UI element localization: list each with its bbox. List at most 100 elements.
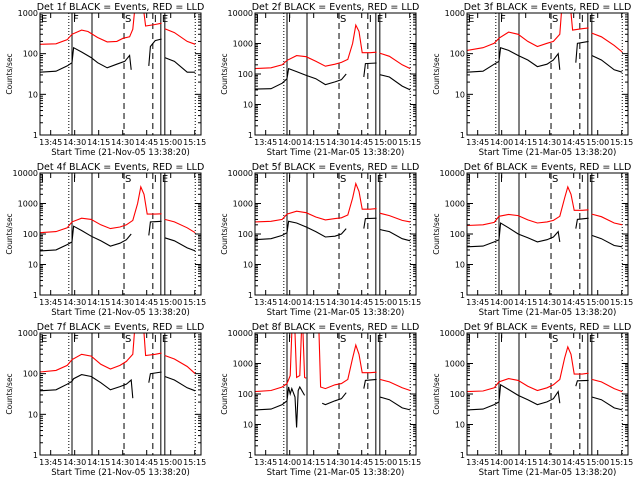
y-tick-label: 1000 xyxy=(445,9,465,18)
phase-marker: E xyxy=(589,174,595,185)
plot-frame xyxy=(39,12,202,136)
x-tick-label: 15:15 xyxy=(610,138,633,147)
series-line-lld xyxy=(467,13,623,53)
x-tick-label: 14:30 xyxy=(111,138,134,147)
x-tick-label: 14:30 xyxy=(326,298,349,307)
x-tick-label: 14:30 xyxy=(538,138,561,147)
x-tick-label: 14:00 xyxy=(278,458,301,467)
x-tick-label: 13:45 xyxy=(254,458,277,467)
x-axis-label: Start Time (21-Mar-05 13:38:20) xyxy=(267,468,405,478)
y-axis-label: Counts/sec xyxy=(5,213,14,254)
phase-marker: S xyxy=(552,174,558,185)
x-tick-label: 13:45 xyxy=(39,298,62,307)
phase-marker: E xyxy=(41,334,47,345)
x-tick-label: 14:30 xyxy=(63,458,86,467)
phase-marker: I xyxy=(73,174,76,185)
plot-frame xyxy=(39,172,202,296)
x-tick-label: 15:00 xyxy=(586,458,609,467)
x-tick-label: 13:45 xyxy=(466,458,489,467)
y-tick-label: 10000 xyxy=(228,169,253,178)
chart-title: Det 3f BLACK = Events, RED = LLD xyxy=(464,2,632,13)
phase-marker: I xyxy=(369,14,372,25)
phase-marker: I xyxy=(581,14,584,25)
phase-marker: I xyxy=(288,174,291,185)
series-line-lld xyxy=(40,13,196,45)
series-line-events xyxy=(255,217,411,242)
chart-title: Det 7f BLACK = Events, RED = LLD xyxy=(37,322,205,333)
x-tick-label: 15:00 xyxy=(374,138,397,147)
y-tick-label: 10000 xyxy=(440,329,465,338)
chart-title: Det 2f BLACK = Events, RED = LLD xyxy=(252,2,420,13)
phase-marker: E xyxy=(377,14,383,25)
chart-panel-5: Det 5f BLACK = Events, RED = LLDIISIE110… xyxy=(220,162,421,318)
y-tick-label: 10000 xyxy=(228,329,253,338)
phase-marker: E xyxy=(41,14,47,25)
y-tick-label: 100 xyxy=(450,390,465,399)
phase-marker: I xyxy=(500,174,503,185)
phase-marker: S xyxy=(552,334,558,345)
x-tick-label: 14:15 xyxy=(87,298,110,307)
y-tick-label: 10 xyxy=(455,90,465,99)
y-axis-label: Counts/sec xyxy=(432,213,441,254)
phase-marker: E xyxy=(589,14,595,25)
plot-frame xyxy=(466,12,629,136)
x-tick-label: 15:15 xyxy=(398,298,421,307)
y-tick-label: 100 xyxy=(23,50,38,59)
y-axis-label: Counts/sec xyxy=(5,373,14,414)
x-axis-label: Start Time (21-Mar-05 13:38:20) xyxy=(479,468,617,478)
x-tick-label: 15:15 xyxy=(183,458,206,467)
x-tick-label: 14:15 xyxy=(302,458,325,467)
x-tick-label: 15:00 xyxy=(586,298,609,307)
plot-frame xyxy=(466,332,629,456)
y-tick-label: 100 xyxy=(23,370,38,379)
x-tick-label: 13:45 xyxy=(466,298,489,307)
x-tick-label: 14:45 xyxy=(562,458,585,467)
y-tick-label: 1 xyxy=(33,131,38,140)
phase-marker: E xyxy=(162,174,168,185)
phase-marker: I xyxy=(500,334,503,345)
x-axis-label: Start Time (21-Mar-05 13:38:20) xyxy=(479,148,617,158)
phase-marker: I xyxy=(154,334,157,345)
phase-marker: I xyxy=(369,174,372,185)
x-tick-label: 14:30 xyxy=(63,298,86,307)
x-tick-label: 14:30 xyxy=(63,138,86,147)
y-tick-label: 10 xyxy=(28,410,38,419)
phase-marker: E xyxy=(589,334,595,345)
chart-panel-8: Det 8f BLACK = Events, RED = LLDIISIE110… xyxy=(220,322,421,478)
chart-title: Det 8f BLACK = Events, RED = LLD xyxy=(252,322,420,333)
x-tick-label: 14:30 xyxy=(326,138,349,147)
y-tick-label: 10 xyxy=(455,261,465,270)
y-tick-label: 10000 xyxy=(228,9,253,18)
x-tick-label: 15:00 xyxy=(374,458,397,467)
y-tick-label: 10000 xyxy=(440,169,465,178)
x-tick-label: 14:45 xyxy=(135,298,158,307)
x-tick-label: 13:45 xyxy=(39,138,62,147)
series-line-events xyxy=(467,217,623,248)
x-tick-label: 14:00 xyxy=(490,298,513,307)
y-tick-label: 1000 xyxy=(233,360,253,369)
x-tick-label: 14:30 xyxy=(111,458,134,467)
plot-frame xyxy=(254,172,417,296)
y-tick-label: 100 xyxy=(23,230,38,239)
x-tick-label: 14:30 xyxy=(538,458,561,467)
phase-marker: S xyxy=(125,174,131,185)
x-tick-label: 15:00 xyxy=(159,458,182,467)
series-line-lld xyxy=(40,333,196,375)
x-tick-label: 14:45 xyxy=(562,138,585,147)
y-tick-label: 1000 xyxy=(18,329,38,338)
phase-marker: F xyxy=(500,14,506,25)
phase-marker: I xyxy=(581,174,584,185)
y-tick-label: 1 xyxy=(248,131,253,140)
chart-title: Det 6f BLACK = Events, RED = LLD xyxy=(464,162,632,173)
series-line-events xyxy=(40,220,196,252)
x-tick-label: 15:15 xyxy=(398,138,421,147)
x-tick-label: 14:45 xyxy=(562,298,585,307)
chart-title: Det 9f BLACK = Events, RED = LLD xyxy=(464,322,632,333)
x-axis-label: Start Time (21-Mar-05 13:38:20) xyxy=(267,308,405,318)
series-line-lld xyxy=(40,185,196,234)
x-tick-label: 15:15 xyxy=(183,298,206,307)
y-axis-label: Counts/sec xyxy=(432,373,441,414)
x-tick-label: 15:15 xyxy=(610,458,633,467)
y-tick-label: 10 xyxy=(243,101,253,110)
